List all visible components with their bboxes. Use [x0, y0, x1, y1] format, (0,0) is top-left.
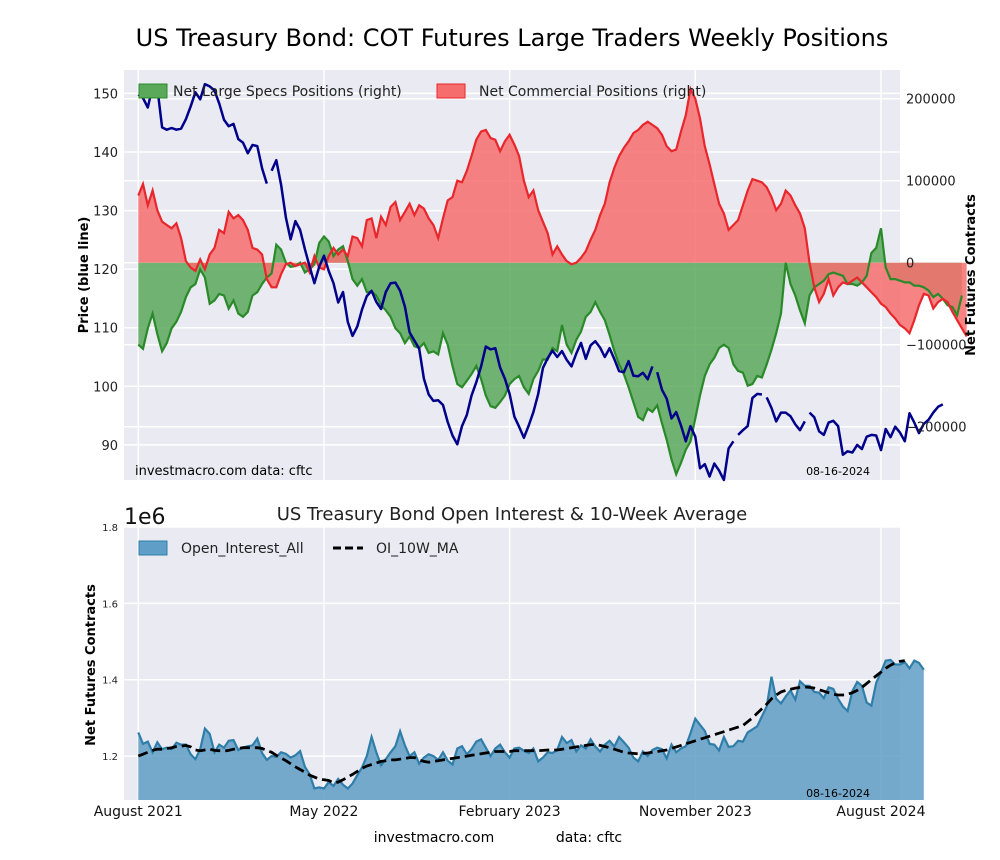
- top-watermark: investmacro.com data: cftc: [135, 464, 313, 479]
- top-left-axis-label: Price (blue line): [77, 217, 92, 334]
- legend-label-commercial: Net Commercial Positions (right): [479, 84, 706, 100]
- bottom-legend: Open_Interest_All OI_10W_MA: [138, 540, 459, 557]
- legend-label-ma: OI_10W_MA: [376, 541, 459, 557]
- top-date-label: 08-16-2024: [806, 465, 870, 478]
- commercial-line: [137, 85, 968, 338]
- right-tick-100000: 100000: [906, 175, 956, 190]
- bottom-date-label: 08-16-2024: [806, 787, 870, 800]
- right-tick-200000: 200000: [906, 93, 956, 108]
- price-line: [137, 82, 944, 482]
- bottom-y-tick-1.6: 1.6: [102, 599, 118, 610]
- oi-moving-average-line: [137, 659, 906, 785]
- oi-area-fill: [138, 659, 924, 800]
- legend-swatch-open-interest: [138, 540, 168, 556]
- left-tick-130: 130: [93, 205, 118, 220]
- ma-path: [137, 659, 906, 785]
- bottom-y-tick-1.2: 1.2: [102, 752, 118, 763]
- x-tick-label-2: February 2023: [459, 804, 561, 820]
- left-tick-120: 120: [93, 263, 118, 278]
- legend-label-open-interest: Open_Interest_All: [181, 541, 304, 557]
- right-tick--100000: −100000: [906, 339, 967, 354]
- footer-data-source: data: cftc: [556, 830, 622, 846]
- left-tick-110: 110: [93, 322, 118, 337]
- bottom-y-axis-label: Net Futures Contracts: [84, 584, 99, 746]
- x-tick-label-1: May 2022: [289, 804, 358, 820]
- bottom-y-tick-1.4: 1.4: [102, 676, 118, 687]
- right-tick--200000: −200000: [906, 421, 967, 436]
- left-tick-100: 100: [93, 380, 118, 395]
- price-path: [137, 82, 944, 482]
- top-left-axis-ticks: 90 100 110 120 130 140 150: [93, 87, 118, 453]
- x-tick-label-3: November 2023: [639, 804, 752, 820]
- top-right-axis-label: Net Futures Contracts: [964, 194, 979, 356]
- bottom-chart-title: US Treasury Bond Open Interest & 10-Week…: [277, 504, 748, 525]
- footer-source-site: investmac​ro.com: [374, 830, 494, 846]
- top-legend: Net Large Specs Positions (right) Net Co…: [138, 83, 706, 100]
- figure-title: US Treasury Bond: COT Futures Large Trad…: [136, 24, 889, 52]
- x-tick-label-0: August 2021: [94, 804, 183, 820]
- bottom-y-tick-1.8: 1.8: [102, 523, 118, 534]
- right-tick-0: 0: [906, 257, 914, 272]
- legend-label-specs: Net Large Specs Positions (right): [173, 84, 402, 100]
- left-tick-140: 140: [93, 146, 118, 161]
- left-tick-90: 90: [101, 439, 118, 454]
- bottom-x-axis-ticks: August 2021 May 2022 February 2023 November…: [94, 804, 926, 820]
- top-right-axis-ticks: 200000 100000 0 −100000 −200000: [906, 93, 967, 436]
- left-tick-150: 150: [93, 87, 118, 102]
- legend-swatch-commercial: [436, 83, 466, 99]
- x-tick-label-4: August 2024: [836, 804, 925, 820]
- bottom-y-axis-ticks: 1.2 1.4 1.6 1.8: [102, 523, 118, 763]
- legend-swatch-specs: [138, 83, 168, 99]
- bottom-offset-label: 1e6: [124, 505, 166, 530]
